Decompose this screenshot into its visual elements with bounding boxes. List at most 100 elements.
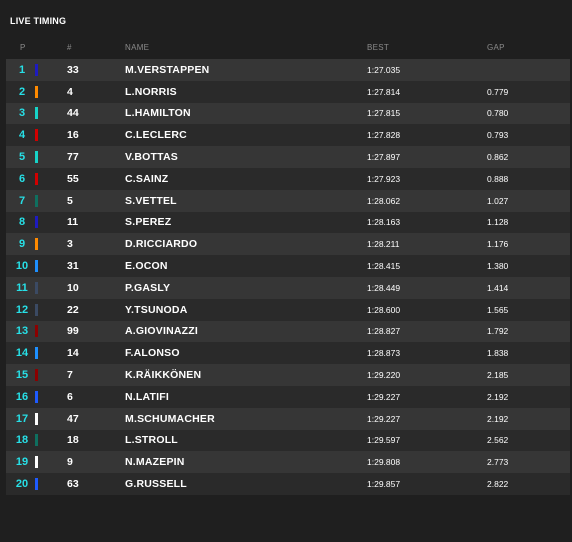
team-color-bar (35, 456, 38, 469)
best-lap-cell: 1:29.597 (367, 435, 401, 446)
table-row[interactable]: 18 18 L.STROLL 1:29.597 2.562 (6, 429, 570, 452)
gap-cell: 2.773 (487, 457, 509, 468)
position-cell: 1 (18, 63, 26, 76)
gap-cell: 2.192 (487, 391, 509, 402)
position-cell: 2 (18, 85, 26, 98)
driver-name-cell: G.RUSSELL (125, 478, 187, 491)
table-header: P # NAME BEST GAP (6, 43, 570, 55)
gap-cell: 1.176 (487, 239, 509, 250)
position-cell: 4 (18, 129, 26, 142)
car-number-cell: 16 (67, 129, 79, 142)
gap-cell: 2.185 (487, 370, 509, 381)
table-row[interactable]: 17 47 M.SCHUMACHER 1:29.227 2.192 (6, 407, 570, 430)
position-cell: 18 (15, 434, 29, 447)
best-lap-cell: 1:28.211 (367, 239, 400, 250)
table-row[interactable]: 14 14 F.ALONSO 1:28.873 1.838 (6, 342, 570, 365)
position-cell: 7 (18, 194, 26, 207)
driver-name-cell: M.VERSTAPPEN (125, 63, 210, 76)
driver-name-cell: L.HAMILTON (125, 107, 191, 120)
driver-name-cell: S.PEREZ (125, 216, 172, 229)
team-color-bar (35, 85, 38, 98)
team-color-bar (35, 347, 38, 360)
table-row[interactable]: 3 44 L.HAMILTON 1:27.815 0.780 (6, 102, 570, 125)
driver-name-cell: S.VETTEL (125, 194, 177, 207)
driver-name-cell: K.RÄIKKÖNEN (125, 369, 202, 382)
team-color-bar (35, 325, 38, 338)
position-cell: 14 (15, 347, 29, 360)
best-lap-cell: 1:27.035 (367, 64, 401, 75)
table-row[interactable]: 2 4 L.NORRIS 1:27.814 0.779 (6, 80, 570, 103)
gap-cell: 0.888 (487, 173, 509, 184)
table-row[interactable]: 13 99 A.GIOVINAZZI 1:28.827 1.792 (6, 320, 570, 343)
best-lap-cell: 1:28.415 (367, 261, 401, 272)
team-color-bar (35, 238, 38, 251)
car-number-cell: 22 (67, 303, 79, 316)
table-row[interactable]: 8 11 S.PEREZ 1:28.163 1.128 (6, 211, 570, 234)
gap-cell: 1.838 (487, 348, 509, 359)
car-number-cell: 9 (67, 456, 73, 469)
table-row[interactable]: 9 3 D.RICCIARDO 1:28.211 1.176 (6, 233, 570, 256)
car-number-cell: 47 (67, 412, 79, 425)
team-color-bar (35, 107, 38, 120)
driver-name-cell: N.LATIFI (125, 390, 169, 403)
gap-cell: 2.822 (487, 479, 509, 490)
table-row[interactable]: 16 6 N.LATIFI 1:29.227 2.192 (6, 385, 570, 408)
position-cell: 16 (15, 390, 29, 403)
best-lap-cell: 1:28.062 (367, 195, 401, 206)
car-number-cell: 3 (67, 238, 73, 251)
car-number-cell: 99 (67, 325, 79, 338)
table-row[interactable]: 6 55 C.SAINZ 1:27.923 0.888 (6, 167, 570, 190)
car-number-cell: 10 (67, 281, 79, 294)
car-number-cell: 77 (67, 151, 79, 164)
table-row[interactable]: 7 5 S.VETTEL 1:28.062 1.027 (6, 189, 570, 212)
table-row[interactable]: 15 7 K.RÄIKKÖNEN 1:29.220 2.185 (6, 364, 570, 386)
best-lap-cell: 1:27.923 (367, 173, 401, 184)
driver-name-cell: E.OCON (125, 260, 168, 273)
table-row[interactable]: 5 77 V.BOTTAS 1:27.897 0.862 (6, 146, 570, 168)
table-row[interactable]: 11 10 P.GASLY 1:28.449 1.414 (6, 276, 570, 299)
best-lap-cell: 1:28.449 (367, 282, 401, 293)
team-color-bar (35, 216, 38, 229)
table-row[interactable]: 20 63 G.RUSSELL 1:29.857 2.822 (6, 473, 570, 495)
table-row[interactable]: 19 9 N.MAZEPIN 1:29.808 2.773 (6, 451, 570, 474)
team-color-bar (35, 260, 38, 273)
position-cell: 19 (15, 456, 29, 469)
team-color-bar (35, 129, 38, 142)
position-cell: 17 (15, 412, 29, 425)
car-number-cell: 14 (67, 347, 79, 360)
panel-title: LIVE TIMING (10, 16, 67, 26)
best-lap-cell: 1:28.827 (367, 326, 401, 337)
team-color-bar (35, 369, 38, 382)
driver-name-cell: D.RICCIARDO (125, 238, 198, 251)
car-number-cell: 31 (67, 260, 79, 273)
team-color-bar (35, 151, 38, 164)
position-cell: 12 (15, 303, 29, 316)
gap-cell: 2.192 (487, 413, 509, 424)
table-row[interactable]: 10 31 E.OCON 1:28.415 1.380 (6, 255, 570, 277)
driver-name-cell: N.MAZEPIN (125, 456, 185, 469)
team-color-bar (35, 412, 38, 425)
gap-cell: 1.380 (487, 261, 509, 272)
gap-cell: 0.779 (487, 86, 509, 97)
car-number-cell: 55 (67, 172, 79, 185)
car-number-cell: 4 (67, 85, 73, 98)
gap-cell: 1.128 (487, 217, 509, 228)
car-number-cell: 63 (67, 478, 79, 491)
best-lap-cell: 1:27.897 (367, 152, 401, 163)
driver-name-cell: A.GIOVINAZZI (125, 325, 198, 338)
gap-cell: 2.562 (487, 435, 509, 446)
best-lap-cell: 1:29.220 (367, 370, 401, 381)
header-gap: GAP (487, 43, 505, 52)
car-number-cell: 11 (67, 216, 79, 229)
table-row[interactable]: 4 16 C.LECLERC 1:27.828 0.793 (6, 124, 570, 147)
table-row[interactable]: 1 33 M.VERSTAPPEN 1:27.035 (6, 59, 570, 81)
best-lap-cell: 1:29.227 (367, 413, 401, 424)
table-row[interactable]: 12 22 Y.TSUNODA 1:28.600 1.565 (6, 298, 570, 321)
driver-name-cell: F.ALONSO (125, 347, 180, 360)
team-color-bar (35, 390, 38, 403)
gap-cell: 0.780 (487, 108, 509, 119)
driver-name-cell: L.STROLL (125, 434, 178, 447)
best-lap-cell: 1:27.815 (367, 108, 401, 119)
position-cell: 13 (15, 325, 29, 338)
